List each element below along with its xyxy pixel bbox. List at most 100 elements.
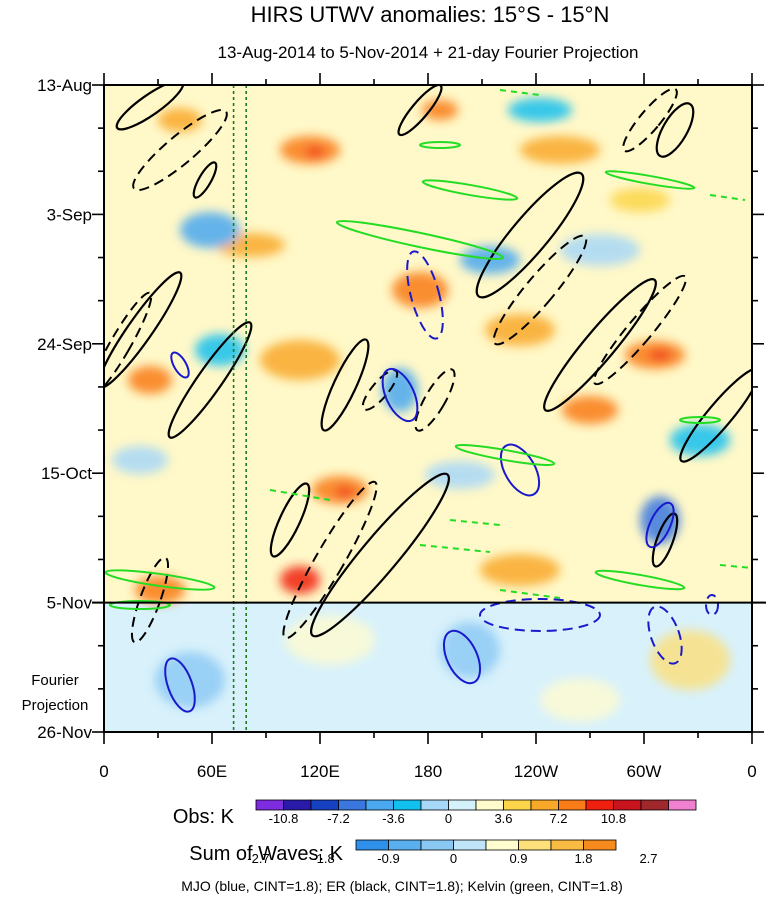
- kelvin-contour: [604, 170, 696, 190]
- colorbar-swatch: [283, 799, 312, 811]
- anomaly-blob: [508, 98, 572, 122]
- er-neg-contour: [282, 480, 378, 640]
- kelvin-neg-contour: [709, 194, 746, 201]
- mjo-contour: [164, 657, 196, 713]
- colorbar-swatch: [475, 799, 504, 811]
- mjo-neg-contour: [705, 594, 719, 616]
- x-tick-label: 0: [747, 762, 756, 781]
- mjo-neg-contour: [647, 605, 683, 665]
- waves-colorbar: Sum of Waves: K-2.7 -1.8 -0.9 0 0.9 1.8 2.7: [189, 839, 658, 866]
- kelvin-contour: [335, 220, 505, 260]
- y-tick-label: 3-Sep: [47, 205, 92, 224]
- er-neg-contour: [132, 108, 228, 192]
- anomaly-blob: [280, 566, 320, 594]
- y-tick-label: 5-Nov: [47, 594, 93, 613]
- er-contour: [104, 271, 183, 389]
- colorbar-swatch: [255, 799, 284, 811]
- y-tick-label: 24-Sep: [37, 335, 92, 354]
- er-contour: [115, 85, 185, 131]
- anomaly-blob: [540, 678, 620, 722]
- y-tick-label: 13-Aug: [37, 76, 92, 95]
- colorbar-tick-label: -0.9: [377, 851, 399, 866]
- anomaly-blob: [335, 486, 355, 498]
- colorbar-tick-label: -2.7: [247, 851, 269, 866]
- er-contour: [655, 102, 695, 158]
- colorbar-tick-label: 1.8: [574, 851, 592, 866]
- mjo-contour: [381, 367, 419, 423]
- er-contour: [679, 367, 752, 463]
- colorbar-tick-label: -3.6: [382, 811, 404, 826]
- mjo-contour: [442, 629, 482, 685]
- kelvin-contour: [679, 416, 721, 424]
- anomaly-blob: [650, 630, 730, 690]
- colorbar-label: Sum of Waves: K: [189, 843, 343, 865]
- mjo-wave-contours: [164, 351, 675, 713]
- y-tick-label: 26-Nov: [37, 723, 92, 742]
- colorbar-tick-label: 3.6: [494, 811, 512, 826]
- x-tick-label: 180: [414, 762, 442, 781]
- projection-label-line1: Fourier: [31, 672, 79, 689]
- anomaly-blob: [135, 576, 185, 604]
- anomaly-blob: [640, 496, 680, 544]
- kelvin-neg-contour: [719, 564, 752, 569]
- er-contour: [167, 321, 253, 439]
- colorbar-swatch: [583, 839, 617, 851]
- colorbar-swatch: [585, 799, 614, 811]
- anomaly-blob: [180, 212, 240, 248]
- mjo-contour: [499, 443, 541, 497]
- colorbar-swatch: [420, 799, 449, 811]
- er-wave-neg-contours: [104, 87, 687, 644]
- anomaly-blob: [305, 146, 325, 158]
- mjo-wave-neg-contours: [406, 250, 719, 665]
- anomaly-blob: [480, 554, 560, 586]
- y-axis-ticks: 13-Aug 3-Sep 24-Sep 15-Oct 5-Nov 26-Nov: [37, 76, 764, 742]
- projection-label-line2: Projection: [22, 697, 89, 714]
- x-tick-label: 120W: [514, 762, 558, 781]
- er-contour: [192, 161, 218, 199]
- kelvin-neg-contour: [449, 519, 501, 526]
- anomaly-blob: [392, 272, 448, 308]
- anomaly-blob: [440, 622, 500, 678]
- kelvin-contour: [109, 600, 171, 610]
- anomaly-blob: [562, 396, 618, 424]
- anomaly-blob: [382, 368, 418, 412]
- er-neg-contour: [104, 291, 153, 399]
- kelvin-wave-neg-contours: [269, 89, 752, 599]
- anomaly-blob: [520, 136, 600, 164]
- colorbar-tick-label: -10.8: [269, 811, 299, 826]
- anomaly-blob: [112, 446, 168, 474]
- er-contour: [310, 472, 450, 638]
- chart-subtitle: 13-Aug-2014 to 5-Nov-2014 + 21-day Fouri…: [218, 43, 639, 62]
- mjo-neg-contour: [406, 250, 444, 340]
- kelvin-contour: [104, 569, 216, 591]
- er-neg-contour: [414, 368, 456, 432]
- kelvin-contour: [419, 141, 461, 149]
- colorbar-swatch: [668, 799, 697, 811]
- mjo-neg-contour: [479, 598, 601, 632]
- mjo-contour: [645, 501, 675, 549]
- anomaly-blob: [425, 461, 495, 489]
- colorbar-label: Obs: K: [173, 806, 235, 828]
- x-tick-label: 60W: [627, 762, 662, 781]
- anomaly-blob: [422, 100, 458, 120]
- er-contour: [269, 482, 311, 558]
- anomaly-blob: [285, 615, 375, 665]
- x-axis-ticks: 0 60E 120E 180 120W 60W 0: [99, 73, 757, 781]
- kelvin-neg-contour: [419, 544, 491, 553]
- er-wave-contours: [104, 85, 752, 638]
- plot-area: [104, 85, 752, 732]
- y-tick-label: 15-Oct: [41, 464, 92, 483]
- colorbar-swatch: [338, 799, 367, 811]
- colorbar-tick-label: -7.2: [327, 811, 349, 826]
- colorbar-tick-label: 0.9: [509, 851, 527, 866]
- anomaly-blob: [610, 188, 670, 212]
- anomaly-blob: [648, 349, 672, 361]
- colorbar-tick-label: -1.8: [312, 851, 334, 866]
- kelvin-contour: [454, 444, 556, 466]
- colorbar-tick-label: 10.8: [601, 811, 626, 826]
- er-contour: [651, 512, 679, 568]
- er-contour: [320, 338, 370, 432]
- colorbar-swatch: [485, 839, 519, 851]
- colorbar-tick-label: 0: [450, 851, 457, 866]
